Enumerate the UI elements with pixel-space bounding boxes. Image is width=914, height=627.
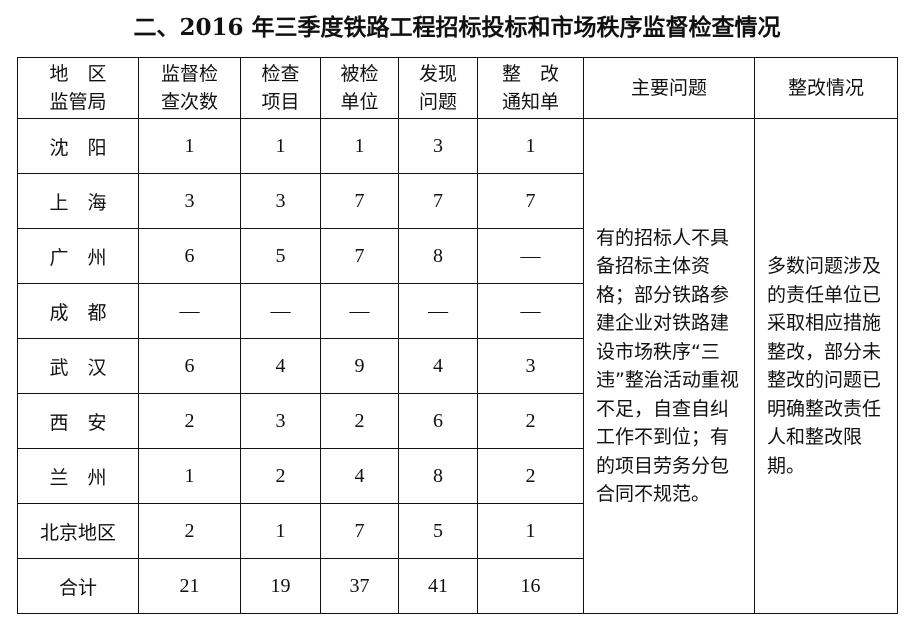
region-cell: 上 海 bbox=[17, 173, 139, 229]
value-cell: 4 bbox=[320, 448, 399, 504]
value-cell: 1 bbox=[477, 503, 584, 559]
value-cell: — bbox=[138, 283, 241, 339]
value-cell: 9 bbox=[320, 338, 399, 394]
value-cell: 1 bbox=[477, 118, 584, 174]
value-cell: 6 bbox=[138, 338, 241, 394]
header-inspections: 监督检 查次数 bbox=[138, 57, 241, 119]
region-cell: 西 安 bbox=[17, 393, 139, 449]
inspection-table: 地 区 监管局 监督检 查次数 检查 项目 被检 单位 发现 问题 整 改 通知… bbox=[17, 57, 898, 614]
table-row: 合计 21 19 37 41 16 bbox=[17, 558, 898, 614]
region-cell: 合计 bbox=[17, 558, 139, 614]
value-cell: 3 bbox=[138, 173, 241, 229]
table-row: 成 都 — — — — — bbox=[17, 283, 898, 339]
header-row: 地 区 监管局 监督检 查次数 检查 项目 被检 单位 发现 问题 整 改 通知… bbox=[17, 57, 898, 119]
value-cell: 41 bbox=[398, 558, 478, 614]
value-cell: 2 bbox=[240, 448, 321, 504]
value-cell: 3 bbox=[240, 173, 321, 229]
value-cell: 7 bbox=[320, 173, 399, 229]
value-cell: 3 bbox=[240, 393, 321, 449]
table-row: 沈 阳 1 1 1 3 1 有的招标人不具备招标主体资格；部分铁路参建企业对铁路建设市场秩序… bbox=[17, 118, 898, 614]
value-cell: 8 bbox=[398, 228, 478, 284]
value-cell: 21 bbox=[138, 558, 241, 614]
value-cell: 7 bbox=[320, 228, 399, 284]
region-cell: 广 州 bbox=[17, 228, 139, 284]
value-cell: 2 bbox=[138, 393, 241, 449]
main-problems-cell: 有的招标人不具备招标主体资格；部分铁路参建企业对铁路建设市场秩序“三违”整治活动… bbox=[583, 118, 755, 614]
table-row: 广 州 6 5 7 8— bbox=[17, 228, 898, 284]
value-cell: 2 bbox=[477, 393, 584, 449]
document-title: 二、2016 年三季度铁路工程招标投标和市场秩序监督检查情况 bbox=[133, 14, 781, 41]
value-cell: 7 bbox=[477, 173, 584, 229]
region-cell: 北京地区 bbox=[17, 503, 139, 559]
value-cell: 6 bbox=[138, 228, 241, 284]
value-cell: 2 bbox=[320, 393, 399, 449]
header-problems-found: 发现 问题 bbox=[398, 57, 478, 119]
region-cell: 沈 阳 bbox=[17, 118, 139, 174]
value-cell: 37 bbox=[320, 558, 399, 614]
value-cell: 5 bbox=[398, 503, 478, 559]
value-cell: — bbox=[320, 283, 399, 339]
header-units: 被检 单位 bbox=[320, 57, 399, 119]
table-row: 北京地区 2 1 7 5 1 bbox=[17, 503, 898, 559]
value-cell: 6 bbox=[398, 393, 478, 449]
value-cell: 16 bbox=[477, 558, 584, 614]
value-cell: 1 bbox=[320, 118, 399, 174]
value-cell: 5 bbox=[240, 228, 321, 284]
value-cell: 8 bbox=[398, 448, 478, 504]
value-cell: — bbox=[477, 228, 584, 284]
value-cell: 1 bbox=[138, 118, 241, 174]
region-cell: 成 都 bbox=[17, 283, 139, 339]
header-notices: 整 改 通知单 bbox=[477, 57, 584, 119]
value-cell: 4 bbox=[240, 338, 321, 394]
value-cell: — bbox=[477, 283, 584, 339]
value-cell: 7 bbox=[398, 173, 478, 229]
value-cell: — bbox=[398, 283, 478, 339]
value-cell: — bbox=[240, 283, 321, 339]
value-cell: 3 bbox=[477, 338, 584, 394]
value-cell: 1 bbox=[138, 448, 241, 504]
header-projects: 检查 项目 bbox=[240, 57, 321, 119]
region-cell: 武 汉 bbox=[17, 338, 139, 394]
header-main-problems: 主要问题 bbox=[583, 57, 755, 119]
value-cell: 7 bbox=[320, 503, 399, 559]
value-cell: 3 bbox=[398, 118, 478, 174]
value-cell: 2 bbox=[477, 448, 584, 504]
value-cell: 1 bbox=[240, 118, 321, 174]
header-region: 地 区 监管局 bbox=[17, 57, 139, 119]
value-cell: 2 bbox=[138, 503, 241, 559]
value-cell: 1 bbox=[240, 503, 321, 559]
value-cell: 19 bbox=[240, 558, 321, 614]
value-cell: 4 bbox=[398, 338, 478, 394]
header-rectification: 整改情况 bbox=[754, 57, 898, 119]
region-cell: 兰 州 bbox=[17, 448, 139, 504]
rectification-cell: 多数问题涉及的责任单位已采取相应措施整改，部分未整改的问题已明确整改责任人和整改… bbox=[754, 118, 898, 614]
